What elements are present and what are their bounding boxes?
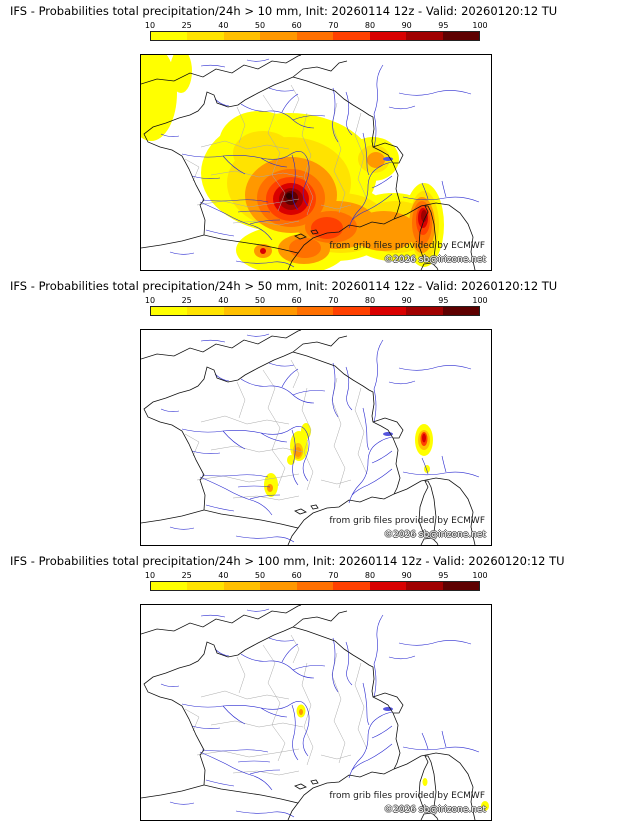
colorbar-tick-label: 70 [328,21,339,30]
map-svg-10mm [141,55,480,270]
colorbar-tick-label: 40 [218,296,229,305]
map-france-precip-10mm: from grib files provided by ECMWF ©2026 … [140,54,492,271]
colorbar-labels: 10 25 40 50 60 70 80 90 95 100 [145,21,488,31]
panel-precip-50mm: IFS - Probabilities total precipitation/… [0,275,630,546]
colorbar-scale [150,306,480,316]
colorbar-tick-label: 90 [401,571,412,580]
colorbar-tick-label: 100 [472,21,488,30]
map-title: IFS - Probabilities total precipitation/… [10,279,558,293]
colorbar-segment [296,307,334,315]
colorbar-segment [333,32,370,40]
colorbar-tick-label: 50 [254,296,266,305]
colorbar-segment [442,32,479,40]
watermark-ecmwf: from grib files provided by ECMWF [329,241,485,251]
colorbar-segment [223,32,261,40]
map-svg-100mm [141,605,489,820]
colorbar-tick-label: 25 [181,296,192,305]
colorbar-segment [406,307,443,315]
colorbar-segment [442,307,479,315]
colorbar-labels: 10 25 40 50 60 70 80 90 95 100 [145,296,488,306]
colorbar-tick-label: 80 [364,21,376,30]
colorbar-segment [296,582,334,590]
colorbar-tick-label: 40 [218,571,229,580]
colorbar-tick-label: 100 [472,571,488,580]
map-svg-50mm [141,330,480,545]
colorbar-tick-label: 80 [364,571,376,580]
panel-precip-100mm: IFS - Probabilities total precipitation/… [0,550,630,821]
colorbar-tick-label: 70 [328,296,339,305]
probability-colorbar: 10 25 40 50 60 70 80 90 95 100 [145,571,488,591]
colorbar-tick-label: 100 [472,296,488,305]
colorbar-tick-label: 25 [181,21,192,30]
colorbar-segment [187,582,224,590]
probability-colorbar: 10 25 40 50 60 70 80 90 95 100 [145,296,488,316]
colorbar-tick-label: 80 [364,296,376,305]
panel-precip-10mm: IFS - Probabilities total precipitation/… [0,0,630,271]
colorbar-tick-label: 40 [218,21,229,30]
map-title: IFS - Probabilities total precipitation/… [10,4,558,18]
colorbar-tick-label: 50 [254,571,266,580]
map-france-precip-100mm: from grib files provided by ECMWF ©2026 … [140,604,492,821]
colorbar-tick-label: 95 [438,21,449,30]
colorbar-tick-label: 70 [328,571,339,580]
watermark-ecmwf: from grib files provided by ECMWF [329,516,485,526]
colorbar-tick-label: 95 [438,571,449,580]
map-title: IFS - Probabilities total precipitation/… [10,554,565,568]
colorbar-segment [406,32,443,40]
colorbar-tick-label: 60 [291,296,302,305]
watermark-copyright: ©2026 sb@irizone.net [384,255,486,265]
colorbar-segment [333,582,370,590]
colorbar-segment [260,32,297,40]
colorbar-segment [406,582,443,590]
probability-colorbar: 10 25 40 50 60 70 80 90 95 100 [145,21,488,41]
colorbar-scale [150,581,480,591]
colorbar-segment [333,307,370,315]
colorbar-segment [369,307,407,315]
colorbar-segment [187,307,224,315]
colorbar-segment [151,32,188,40]
colorbar-tick-label: 95 [438,296,449,305]
colorbar-labels: 10 25 40 50 60 70 80 90 95 100 [145,571,488,581]
colorbar-segment [442,582,479,590]
colorbar-segment [151,307,188,315]
colorbar-tick-label: 10 [144,296,156,305]
colorbar-tick-label: 50 [254,21,266,30]
watermark-copyright: ©2026 sb@irizone.net [384,530,486,540]
colorbar-segment [260,582,297,590]
colorbar-tick-label: 90 [401,296,412,305]
colorbar-tick-label: 60 [291,21,302,30]
colorbar-tick-label: 10 [144,21,156,30]
colorbar-tick-label: 10 [144,571,156,580]
watermark-copyright: ©2026 sb@irizone.net [384,805,486,815]
colorbar-segment [369,582,407,590]
colorbar-segment [223,582,261,590]
colorbar-segment [296,32,334,40]
colorbar-tick-label: 25 [181,571,192,580]
map-france-precip-50mm: from grib files provided by ECMWF ©2026 … [140,329,492,546]
colorbar-scale [150,31,480,41]
colorbar-segment [151,582,188,590]
colorbar-segment [369,32,407,40]
colorbar-segment [223,307,261,315]
colorbar-tick-label: 60 [291,571,302,580]
watermark-ecmwf: from grib files provided by ECMWF [329,791,485,801]
colorbar-tick-label: 90 [401,21,412,30]
colorbar-segment [187,32,224,40]
colorbar-segment [260,307,297,315]
